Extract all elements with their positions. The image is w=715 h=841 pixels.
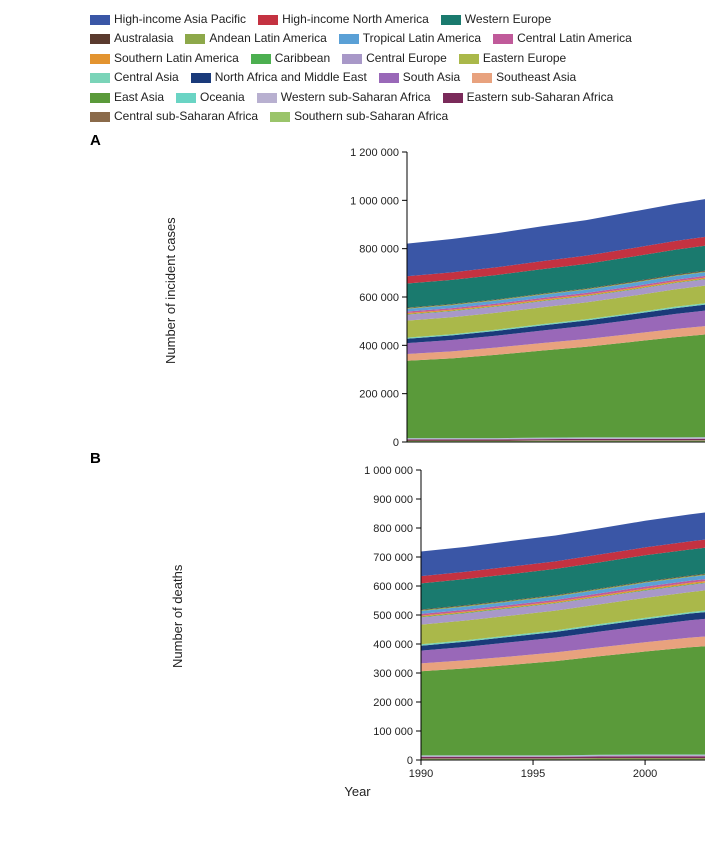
legend-item: High-income North America <box>258 10 429 29</box>
chart-panel-A: ANumber of incident cases0200 000400 000… <box>10 132 705 450</box>
legend-label: Western Europe <box>465 12 552 26</box>
legend-item: Australasia <box>90 29 173 48</box>
legend-label: Western sub-Saharan Africa <box>281 90 431 104</box>
legend-swatch <box>90 15 110 25</box>
legend-label: Southeast Asia <box>496 71 576 85</box>
legend-label: South Asia <box>403 71 460 85</box>
legend-label: Australasia <box>114 32 173 46</box>
legend-item: Western sub-Saharan Africa <box>257 88 431 107</box>
legend-item: Eastern Europe <box>459 49 566 68</box>
legend-swatch <box>90 93 110 103</box>
legend-swatch <box>176 93 196 103</box>
legend-swatch <box>90 73 110 83</box>
legend-label: Central Asia <box>114 71 179 85</box>
legend-label: Central Latin America <box>517 32 632 46</box>
svg-text:800 000: 800 000 <box>373 523 413 535</box>
legend-item: Caribbean <box>251 49 330 68</box>
legend-label: Eastern Europe <box>483 51 566 65</box>
legend-item: Southern sub-Saharan Africa <box>270 107 448 126</box>
legend-label: Central sub-Saharan Africa <box>114 109 258 123</box>
legend-label: Eastern sub-Saharan Africa <box>467 90 614 104</box>
legend-item: Central Asia <box>90 68 179 87</box>
svg-text:0: 0 <box>393 437 399 449</box>
svg-text:600 000: 600 000 <box>373 581 413 593</box>
legend-swatch <box>441 15 461 25</box>
svg-text:1995: 1995 <box>521 768 545 780</box>
chart-panel-B: BNumber of deaths0100 000200 000300 0004… <box>10 450 705 782</box>
svg-text:1990: 1990 <box>409 768 433 780</box>
legend-swatch <box>339 34 359 44</box>
legend-swatch <box>257 93 277 103</box>
legend-item: Southern Latin America <box>90 49 239 68</box>
svg-text:1 200 000: 1 200 000 <box>350 147 399 159</box>
legend-label: North Africa and Middle East <box>215 71 367 85</box>
legend-swatch <box>270 112 290 122</box>
legend-swatch <box>90 34 110 44</box>
legend-item: Central sub-Saharan Africa <box>90 107 258 126</box>
legend-swatch <box>185 34 205 44</box>
legend-swatch <box>258 15 278 25</box>
legend-item: East Asia <box>90 88 164 107</box>
legend-swatch <box>191 73 211 83</box>
legend-swatch <box>342 54 362 64</box>
svg-text:100 000: 100 000 <box>373 726 413 738</box>
legend-item: High-income Asia Pacific <box>90 10 246 29</box>
legend-label: Central Europe <box>366 51 447 65</box>
legend-item: Southeast Asia <box>472 68 576 87</box>
svg-text:400 000: 400 000 <box>373 639 413 651</box>
legend-label: Andean Latin America <box>209 32 326 46</box>
svg-text:2000: 2000 <box>633 768 657 780</box>
legend-swatch <box>90 112 110 122</box>
svg-text:900 000: 900 000 <box>373 494 413 506</box>
svg-text:700 000: 700 000 <box>373 552 413 564</box>
legend-item: Central Latin America <box>493 29 632 48</box>
legend-label: Southern sub-Saharan Africa <box>294 109 448 123</box>
legend-item: Andean Latin America <box>185 29 326 48</box>
svg-text:200 000: 200 000 <box>373 697 413 709</box>
legend-item: Tropical Latin America <box>339 29 481 48</box>
legend-item: Central Europe <box>342 49 447 68</box>
svg-text:500 000: 500 000 <box>373 610 413 622</box>
legend-swatch <box>379 73 399 83</box>
legend-item: North Africa and Middle East <box>191 68 367 87</box>
legend-label: East Asia <box>114 90 164 104</box>
svg-text:1 000 000: 1 000 000 <box>350 195 399 207</box>
svg-text:1 000 000: 1 000 000 <box>364 465 413 477</box>
svg-text:800 000: 800 000 <box>359 243 399 255</box>
legend-swatch <box>459 54 479 64</box>
svg-text:400 000: 400 000 <box>359 340 399 352</box>
legend-swatch <box>251 54 271 64</box>
svg-text:300 000: 300 000 <box>373 668 413 680</box>
legend-item: Eastern sub-Saharan Africa <box>443 88 614 107</box>
svg-text:600 000: 600 000 <box>359 292 399 304</box>
svg-text:0: 0 <box>407 755 413 767</box>
legend-label: Caribbean <box>275 51 330 65</box>
x-axis-label: Year <box>10 784 705 799</box>
legend-swatch <box>472 73 492 83</box>
svg-text:200 000: 200 000 <box>359 388 399 400</box>
legend-swatch <box>443 93 463 103</box>
y-axis-label: Number of incident cases <box>10 132 332 450</box>
legend-label: Southern Latin America <box>114 51 239 65</box>
legend-label: Oceania <box>200 90 245 104</box>
legend-swatch <box>493 34 513 44</box>
panels-container: ANumber of incident cases0200 000400 000… <box>10 132 705 782</box>
legend-item: Oceania <box>176 88 245 107</box>
y-axis-label: Number of deaths <box>10 450 346 782</box>
legend-item: Western Europe <box>441 10 552 29</box>
chart-svg: 0 100 000 200 000 300 000 400 000 500 000 600 … <box>346 450 705 782</box>
legend-swatch <box>90 54 110 64</box>
chart-svg: 0 200 000 400 000 600 000 800 000 1 000 000 1 … <box>332 132 705 450</box>
legend-label: High-income Asia Pacific <box>114 12 246 26</box>
legend-item: South Asia <box>379 68 460 87</box>
legend: High-income Asia Pacific High-income Nort… <box>10 10 705 132</box>
legend-label: High-income North America <box>282 12 429 26</box>
legend-label: Tropical Latin America <box>363 32 481 46</box>
